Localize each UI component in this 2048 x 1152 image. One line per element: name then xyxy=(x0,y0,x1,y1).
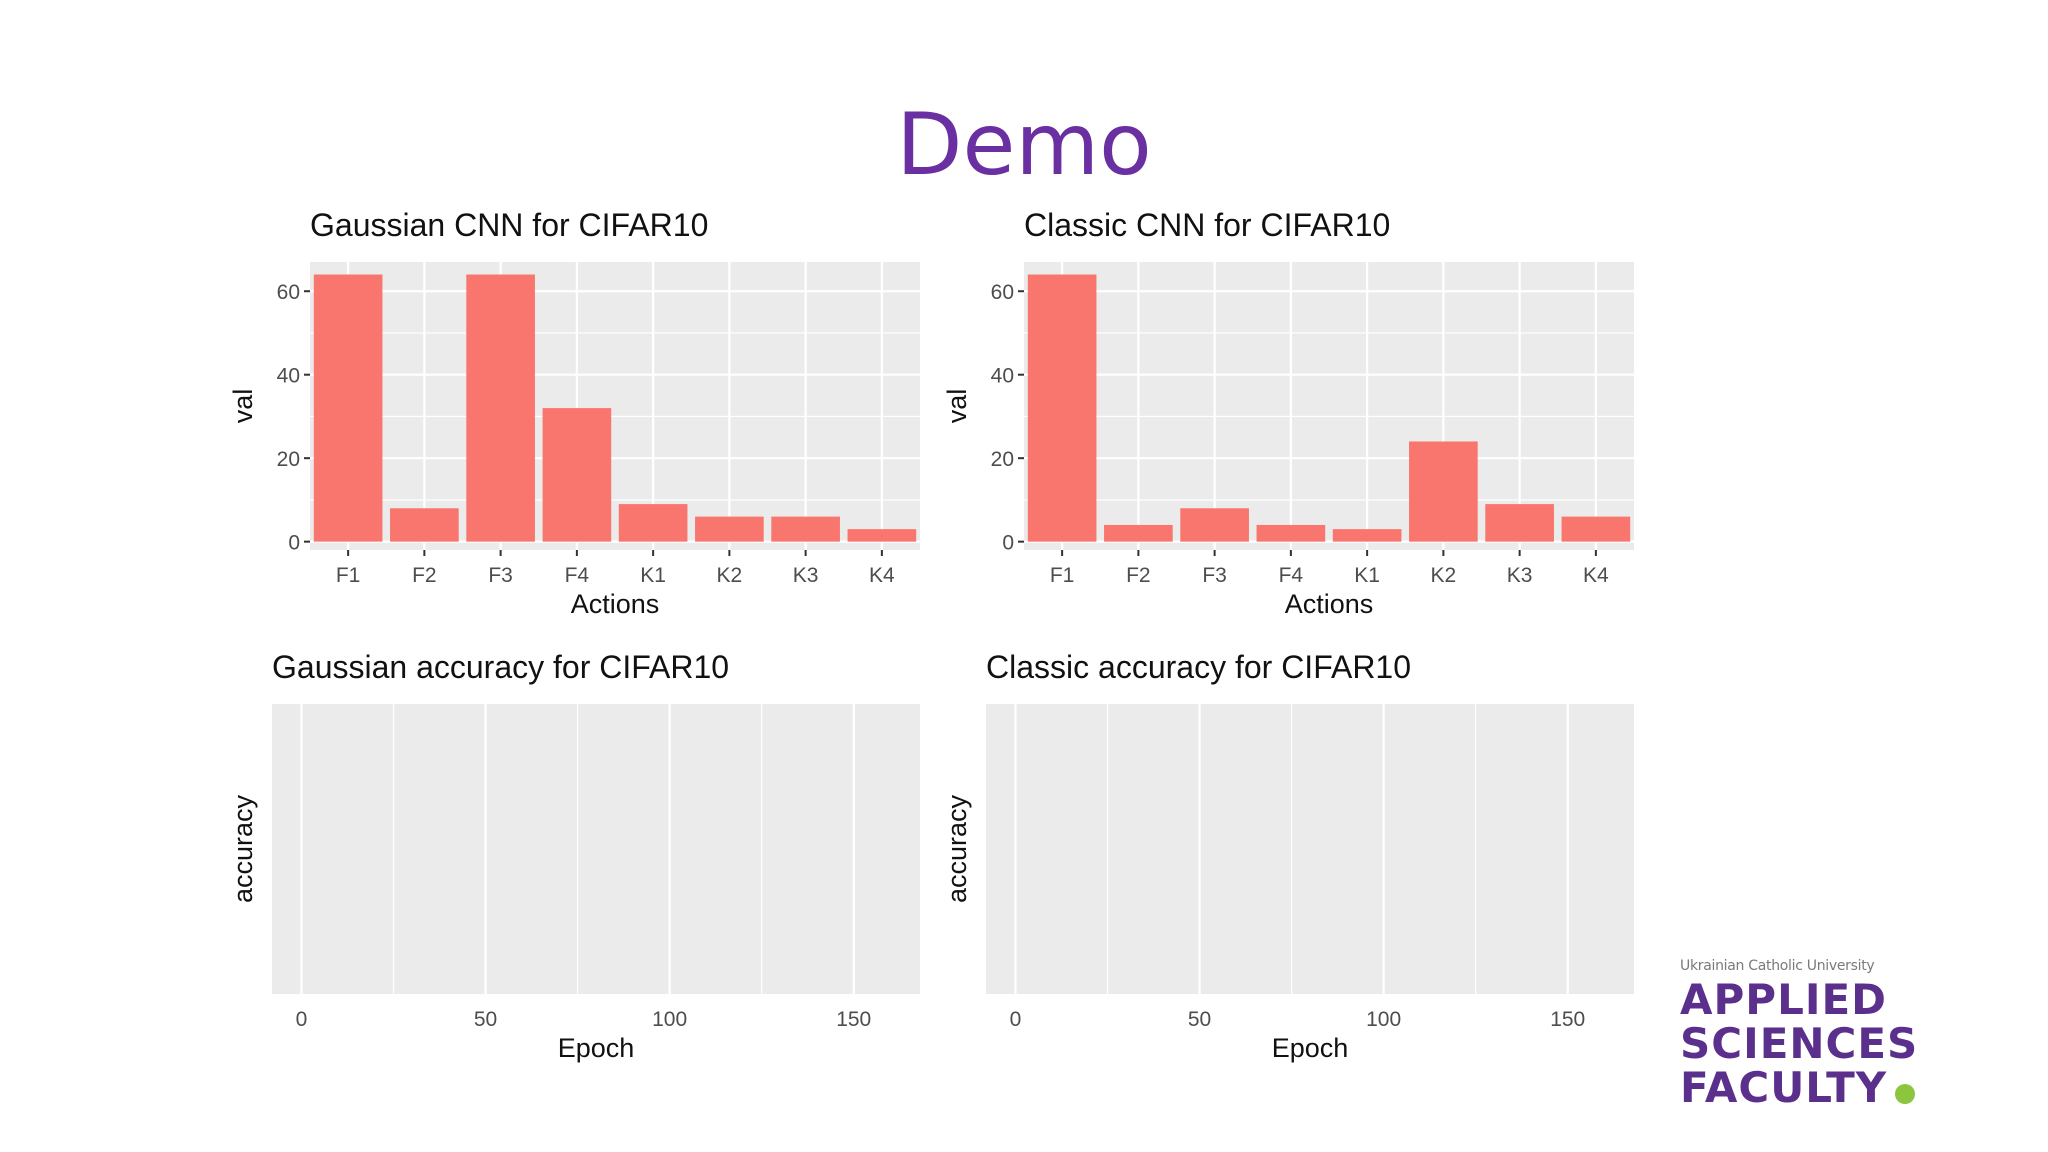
classic-cnn-bar-k4 xyxy=(1561,516,1631,542)
classic-accuracy-xlabel: Epoch xyxy=(1272,1033,1349,1063)
classic-cnn-xlabel: Actions xyxy=(1285,589,1374,619)
logo-line-applied: APPLIED xyxy=(1680,975,1888,1024)
classic-accuracy-title: Classic accuracy for CIFAR10 xyxy=(986,649,1411,685)
gaussian-cnn-bar-k4 xyxy=(847,529,917,542)
gaussian-accuracy-panel xyxy=(272,704,920,994)
gaussian-cnn-x-tick-label: F4 xyxy=(565,564,590,587)
gaussian-accuracy-x-tick-label: 150 xyxy=(836,1008,871,1031)
gaussian-accuracy-title: Gaussian accuracy for CIFAR10 xyxy=(272,649,729,685)
classic-cnn-bar-chart: Classic CNN for CIFAR10 0 20 40 60 F1 F2 F3 F4 K1… xyxy=(936,200,1656,630)
classic-cnn-bar-f3 xyxy=(1180,508,1249,542)
gaussian-accuracy-x-tick-label: 50 xyxy=(474,1008,497,1031)
gaussian-cnn-title: Gaussian CNN for CIFAR10 xyxy=(310,207,708,243)
classic-cnn-svg: Classic CNN for CIFAR10 0 20 40 60 F1 F2 F3 F4 K1… xyxy=(942,207,1634,619)
gaussian-cnn-x-tick-label: F3 xyxy=(488,564,513,587)
classic-cnn-bar-k3 xyxy=(1485,504,1554,542)
classic-cnn-panel xyxy=(1024,262,1634,550)
classic-accuracy-x-tick-label: 100 xyxy=(1366,1008,1401,1031)
gaussian-cnn-x-tick-label: K4 xyxy=(869,564,895,587)
gaussian-cnn-bar-f1 xyxy=(313,274,383,542)
classic-accuracy-svg: Classic accuracy for CIFAR10 0 50 100 150 Epo… xyxy=(942,649,1634,1063)
classic-cnn-x-tick-label: F1 xyxy=(1050,564,1075,587)
gaussian-cnn-bar-f4 xyxy=(542,408,612,542)
classic-cnn-bar-f1 xyxy=(1027,274,1097,542)
gaussian-accuracy-svg: Gaussian accuracy for CIFAR10 0 50 100 150 Ep… xyxy=(228,649,920,1063)
classic-cnn-y-tick-label: 20 xyxy=(991,448,1014,471)
classic-cnn-x-tick-label: F4 xyxy=(1279,564,1304,587)
classic-cnn-x-tick-label: F3 xyxy=(1202,564,1227,587)
classic-accuracy-chart: Classic accuracy for CIFAR10 0 50 100 150 Epo… xyxy=(936,642,1656,1072)
gaussian-cnn-bar-k1 xyxy=(618,504,688,542)
gaussian-cnn-x-tick-label: K1 xyxy=(640,564,666,587)
classic-cnn-x-tick-label: K3 xyxy=(1507,564,1533,587)
gaussian-cnn-x-tick-label: K3 xyxy=(793,564,819,587)
gaussian-cnn-bar-k3 xyxy=(771,516,840,542)
logo-line-sciences: SCIENCES xyxy=(1680,1019,1919,1068)
gaussian-cnn-ylabel: val xyxy=(228,389,258,424)
logo-dot-icon xyxy=(1895,1084,1916,1104)
classic-accuracy-x-tick-label: 0 xyxy=(1010,1008,1022,1031)
classic-cnn-y-tick-label: 40 xyxy=(991,365,1014,388)
classic-cnn-x-tick-label: K2 xyxy=(1431,564,1457,587)
gaussian-accuracy-x-tick-label: 0 xyxy=(296,1008,308,1031)
gaussian-accuracy-x-tick-label: 100 xyxy=(652,1008,687,1031)
classic-cnn-bar-f2 xyxy=(1104,524,1173,542)
gaussian-accuracy-xlabel: Epoch xyxy=(558,1033,635,1063)
gaussian-accuracy-chart: Gaussian accuracy for CIFAR10 0 50 100 150 Ep… xyxy=(222,642,942,1072)
classic-cnn-title: Classic CNN for CIFAR10 xyxy=(1024,207,1390,243)
slide-title: Demo xyxy=(896,95,1152,195)
gaussian-cnn-x-tick-label: K2 xyxy=(717,564,743,587)
gaussian-cnn-bar-f2 xyxy=(390,508,459,542)
gaussian-cnn-panel xyxy=(310,262,920,550)
classic-cnn-x-tick-label: K1 xyxy=(1354,564,1380,587)
gaussian-cnn-y-tick-label: 0 xyxy=(288,532,300,555)
gaussian-cnn-y-tick-label: 60 xyxy=(277,281,300,304)
classic-accuracy-ylabel: accuracy xyxy=(942,794,972,903)
gaussian-cnn-x-tick-label: F2 xyxy=(412,564,437,587)
faculty-logo: Ukrainian Catholic University APPLIED SC… xyxy=(1680,958,1940,1110)
classic-cnn-y-tick-label: 60 xyxy=(991,281,1014,304)
classic-accuracy-panel xyxy=(986,704,1634,994)
gaussian-cnn-x-tick-label: F1 xyxy=(336,564,361,587)
gaussian-cnn-svg: Gaussian CNN for CIFAR10 0 20 40 60 F1 F2 F3 F4 K… xyxy=(228,207,920,619)
gaussian-cnn-y-tick-label: 20 xyxy=(277,448,300,471)
classic-cnn-y-tick-label: 0 xyxy=(1002,532,1014,555)
logo-university: Ukrainian Catholic University xyxy=(1680,958,1875,974)
gaussian-cnn-xlabel: Actions xyxy=(571,589,660,619)
classic-cnn-bar-k2 xyxy=(1409,441,1478,542)
gaussian-cnn-y-tick-label: 40 xyxy=(277,365,300,388)
logo-line-faculty: FACULTY xyxy=(1680,1063,1888,1112)
classic-cnn-x-tick-label: F2 xyxy=(1126,564,1151,587)
classic-accuracy-x-tick-label: 150 xyxy=(1550,1008,1585,1031)
gaussian-accuracy-ylabel: accuracy xyxy=(228,794,258,903)
classic-cnn-bar-k1 xyxy=(1332,529,1402,542)
gaussian-cnn-bar-f3 xyxy=(466,274,535,542)
classic-cnn-x-tick-label: K4 xyxy=(1583,564,1609,587)
gaussian-cnn-bar-k2 xyxy=(695,516,764,542)
classic-accuracy-x-tick-label: 50 xyxy=(1188,1008,1211,1031)
classic-cnn-bar-f4 xyxy=(1256,524,1326,542)
gaussian-cnn-bar-chart: Gaussian CNN for CIFAR10 0 20 40 60 F1 F2 F3 F4 K… xyxy=(222,200,942,630)
classic-cnn-ylabel: val xyxy=(942,389,972,424)
